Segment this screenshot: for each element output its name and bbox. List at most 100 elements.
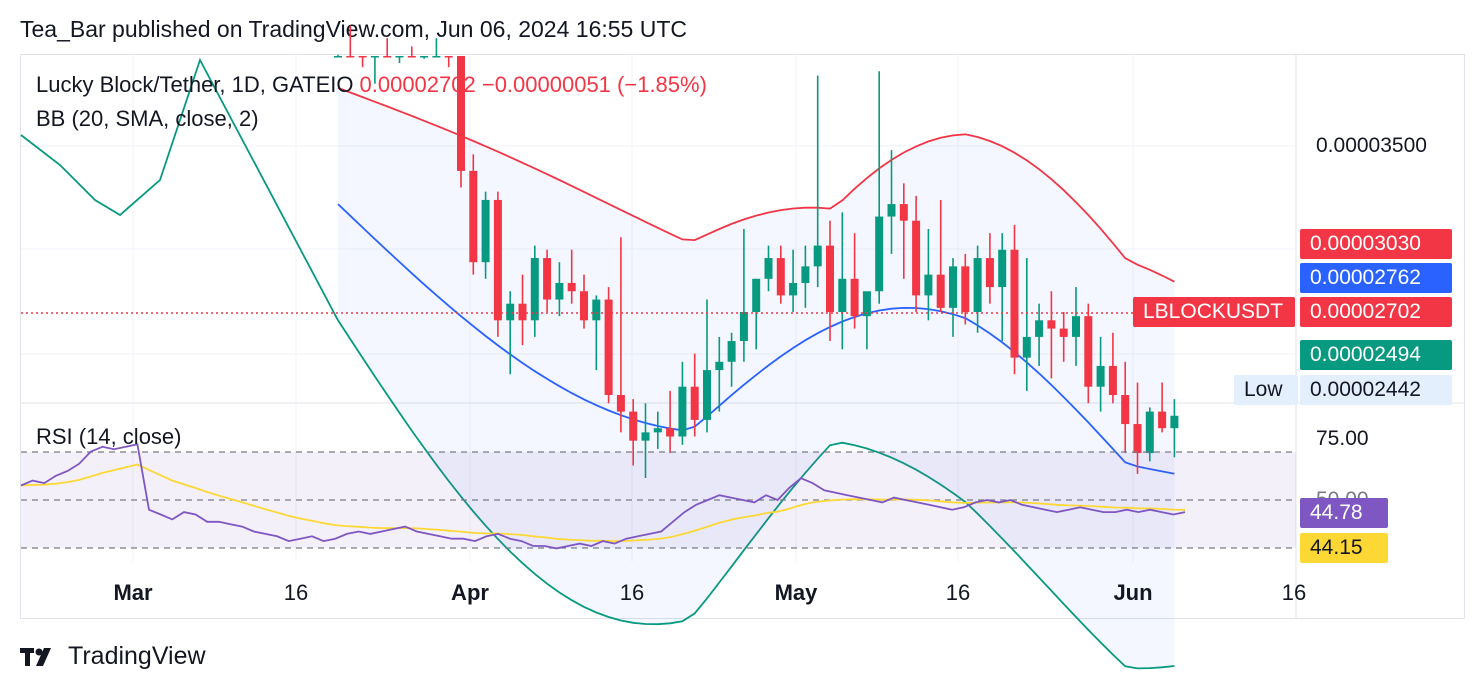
bollinger-legend: BB (20, SMA, close, 2) [36,106,259,131]
candle-26[interactable] [653,411,662,449]
candle-8[interactable] [432,38,441,58]
price-tick-3500: 0.00003500 [1316,134,1427,157]
bb-lower-pre [20,57,339,321]
candle-43[interactable] [862,291,871,350]
candle-28[interactable] [678,361,687,445]
tradingview-logo: TradingView [20,642,206,671]
candle-61[interactable] [1084,303,1093,404]
candle-54[interactable] [998,233,1007,342]
candle-63[interactable] [1108,332,1117,404]
x-label-0: Mar [113,580,153,605]
candle-37[interactable] [789,249,798,312]
candle-49[interactable] [936,199,945,312]
candle-18[interactable] [555,262,564,317]
candle-14[interactable] [506,291,515,375]
candle-4[interactable] [383,38,392,58]
candle-68[interactable] [1170,399,1179,458]
candle-7[interactable] [420,56,429,59]
candle-39[interactable] [813,75,822,288]
candle-2[interactable] [358,56,367,68]
candle-52[interactable] [973,245,982,333]
price-change: 0.00002702 −0.00000051 (−1.85%) [359,72,707,97]
candle-50[interactable] [949,258,957,337]
candle-29[interactable] [690,353,699,437]
candle-15[interactable] [518,274,527,346]
candle-9[interactable] [444,56,453,68]
rsi-ma-badge: 44.15 [1300,533,1388,563]
bb-upper-badge: 0.00003030 [1300,229,1452,259]
candle-38[interactable] [801,245,810,308]
candle-21[interactable] [592,295,601,371]
chart-frame [20,54,1465,619]
symbol-title: Lucky Block/Tether, 1D, GATEIO [36,72,354,97]
candle-30[interactable] [703,299,711,433]
x-label-4: May [774,580,818,605]
rsi-tick-75: 75.00 [1316,427,1369,450]
candle-42[interactable] [850,233,859,329]
candle-24[interactable] [629,399,638,466]
x-label-2: Apr [451,580,489,605]
candle-19[interactable] [567,249,576,304]
candle-67[interactable] [1158,382,1167,433]
candle-12[interactable] [481,191,490,279]
candle-65[interactable] [1133,382,1142,474]
rsi-line [20,443,1186,550]
ohlc-legend: Lucky Block/Tether, 1D, GATEIO 0.00002702… [36,72,707,98]
candle-51[interactable] [961,253,970,325]
candle-56[interactable] [1022,258,1031,391]
candle-31[interactable] [715,336,724,412]
candle-53[interactable] [985,233,994,304]
footer-brand: TradingView [68,642,206,670]
candle-58[interactable] [1047,291,1056,379]
bb-lower-badge: 0.00002494 [1300,340,1452,370]
candle-13[interactable] [493,191,502,337]
candle-16[interactable] [530,245,539,337]
candle-66[interactable] [1145,407,1154,462]
candle-41[interactable] [838,212,847,350]
candle-46[interactable] [899,183,908,279]
candle-0[interactable] [334,54,342,58]
candle-20[interactable] [580,274,588,329]
rsi-legend: RSI (14, close) [36,424,182,449]
candle-22[interactable] [604,287,613,404]
candle-1[interactable] [346,25,355,58]
candle-47[interactable] [912,195,921,312]
candle-55[interactable] [1010,224,1019,375]
x-label-7: 16 [1281,580,1307,605]
candle-44[interactable] [875,71,884,304]
candle-10[interactable] [457,56,465,188]
x-label-5: 16 [945,580,971,605]
bb-mid-badge: 0.00002762 [1300,263,1452,293]
candle-34[interactable] [752,278,761,350]
candle-17[interactable] [543,249,552,312]
candle-11[interactable] [469,154,478,275]
x-label-1: 16 [283,580,309,605]
candle-62[interactable] [1096,336,1105,412]
publish-header: Tea_Bar published on TradingView.com, Ju… [20,16,687,42]
candle-48[interactable] [924,229,933,321]
candle-64[interactable] [1121,361,1130,454]
candle-36[interactable] [776,245,785,304]
low-price-badge: 0.00002442 [1300,375,1452,405]
candle-57[interactable] [1035,303,1044,366]
candle-23[interactable] [616,237,625,433]
candle-60[interactable] [1072,287,1080,366]
bb-upper-line [337,87,1175,283]
candle-5[interactable] [395,56,404,63]
candle-25[interactable] [641,403,650,478]
rsi-value-badge: 44.78 [1300,498,1388,528]
candle-59[interactable] [1059,312,1068,362]
candle-33[interactable] [739,229,748,362]
candle-27[interactable] [666,390,675,454]
candle-45[interactable] [887,150,896,254]
candle-3[interactable] [370,56,379,84]
candle-6[interactable] [407,46,416,58]
candle-35[interactable] [764,245,773,292]
symbol-badge: LBLOCKUSDT [1133,297,1295,327]
candle-32[interactable] [727,332,736,387]
x-label-6: Jun [1113,580,1153,605]
candle-40[interactable] [826,220,834,342]
bb-middle-line [337,203,1175,475]
x-label-3: 16 [619,580,645,605]
